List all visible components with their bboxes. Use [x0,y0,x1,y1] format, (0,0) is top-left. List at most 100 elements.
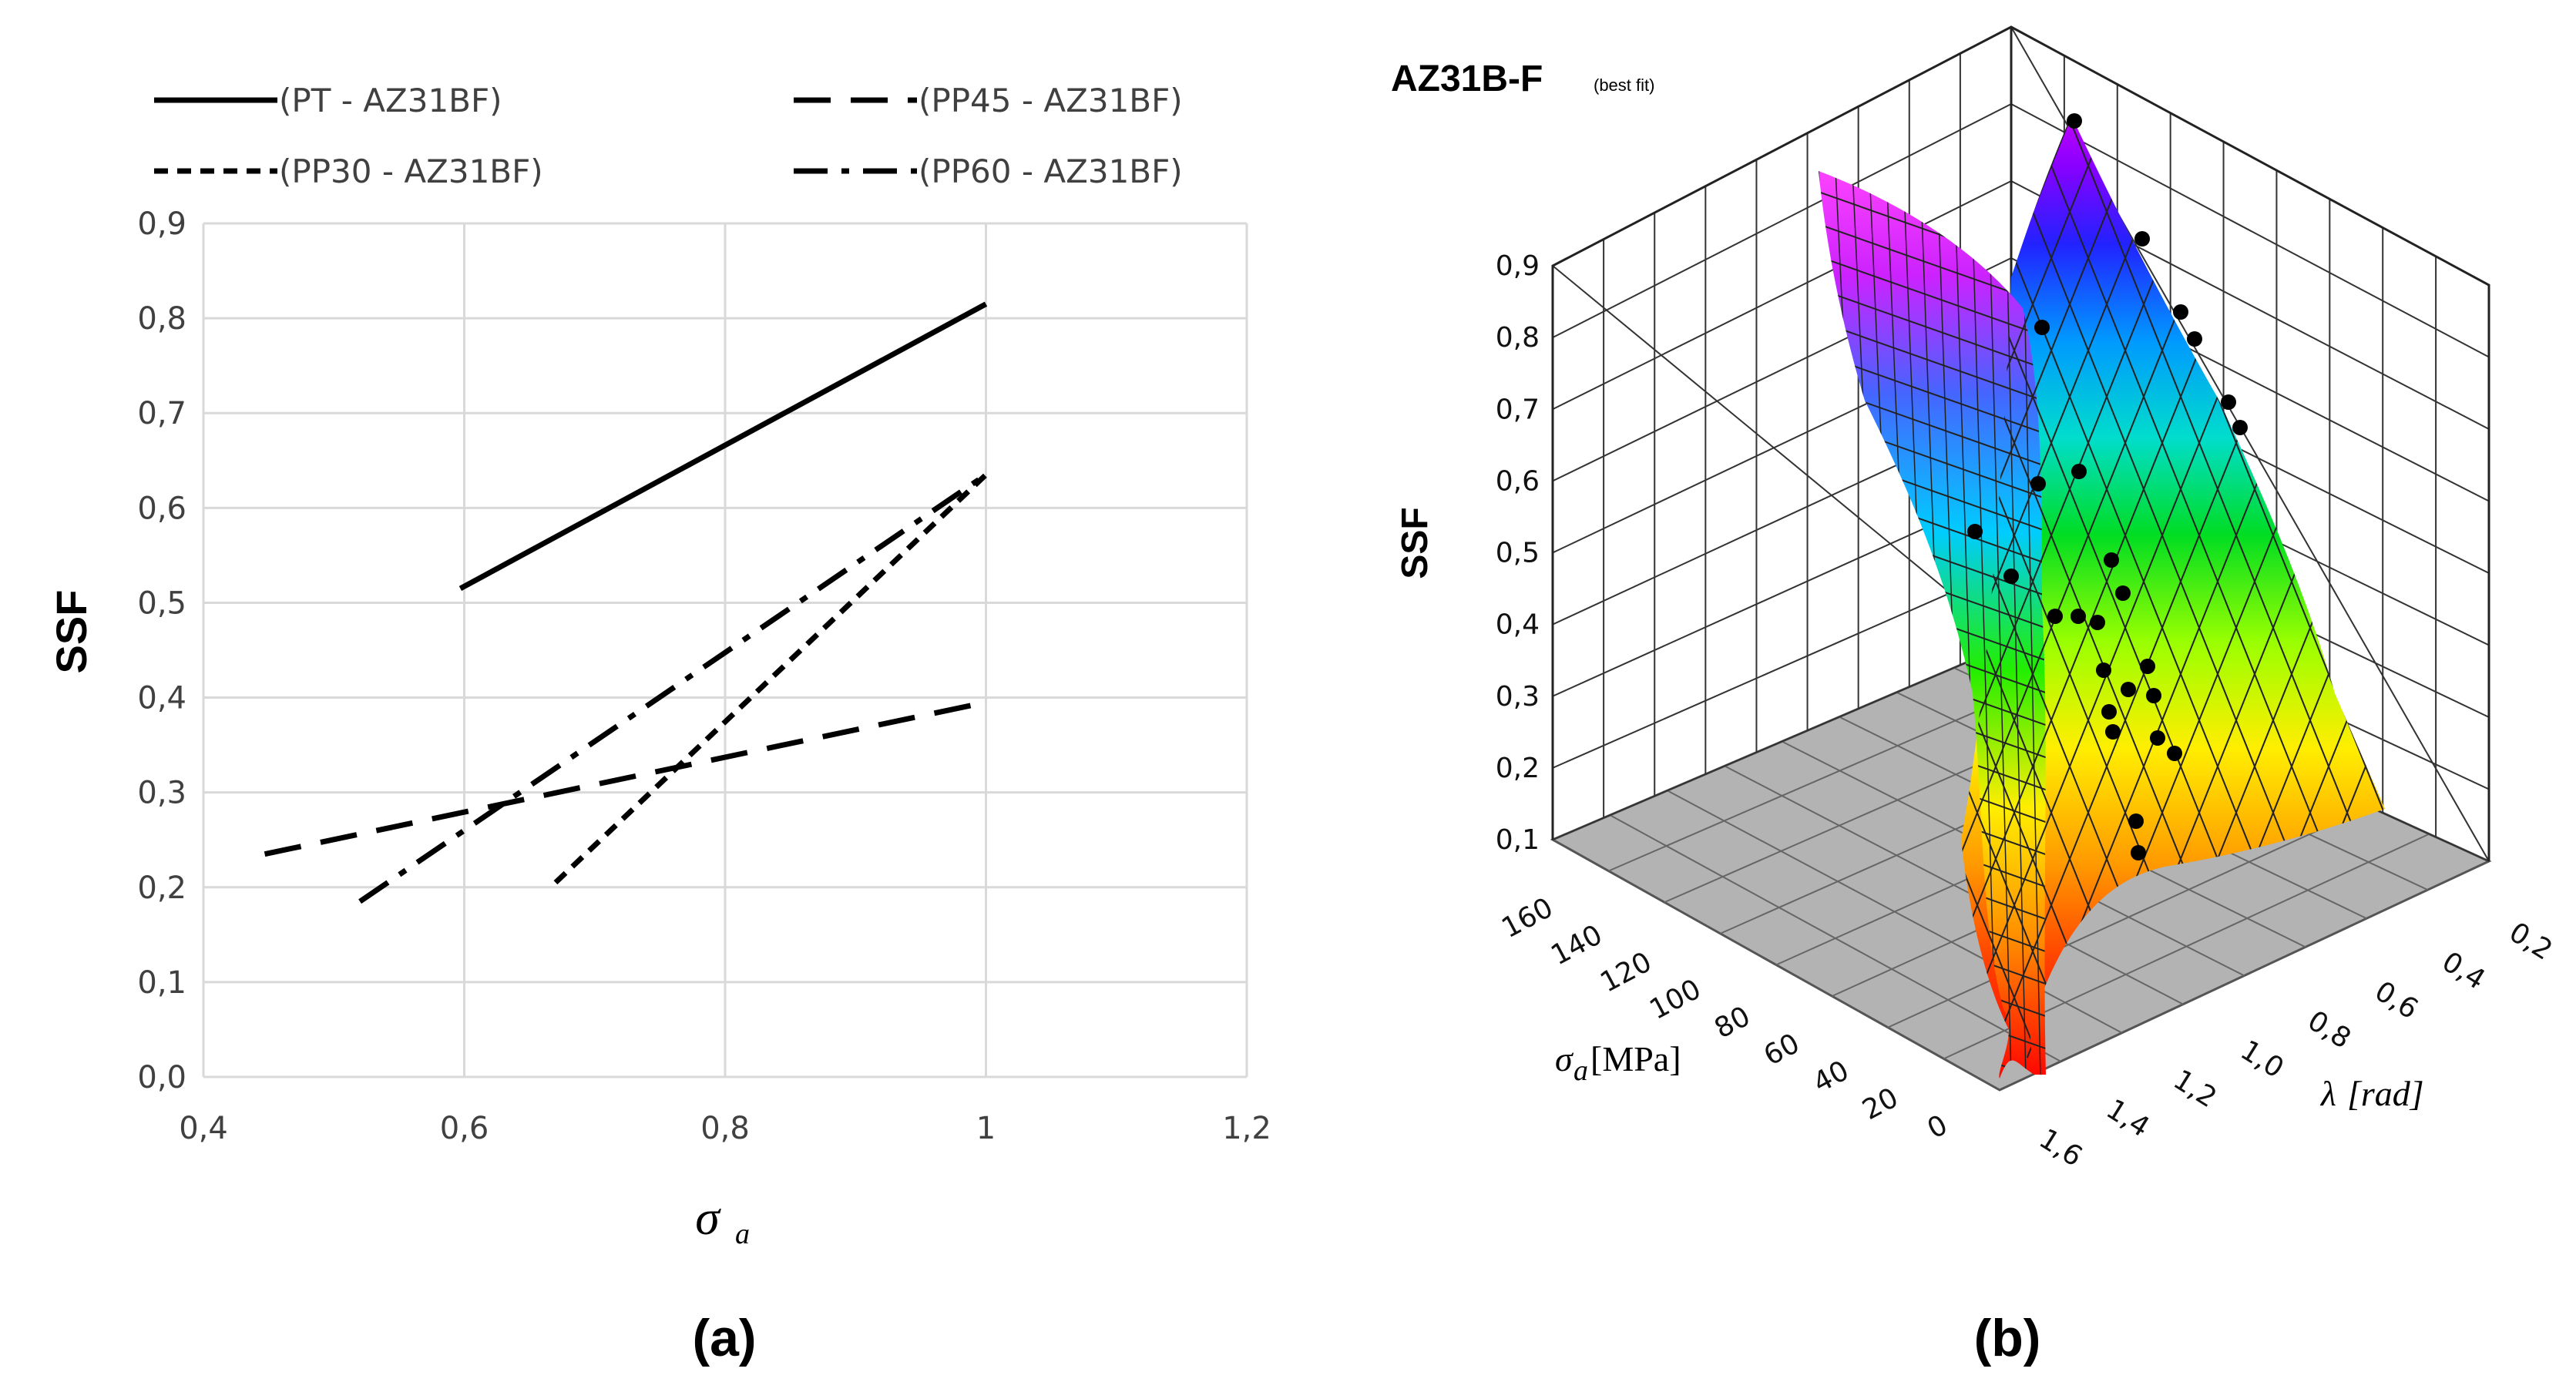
chart-b-z-tick-label: 0,3 [1496,681,1540,713]
chart-a-y-tick-label: 0,4 [137,681,186,716]
chart-b-mesh-line [1819,171,2046,183]
chart-a-x-ticks: 0,4 0,6 0,8 1 1,2 [179,1111,1271,1146]
chart-b-mesh-line [1819,250,2046,344]
chart-b-data-point [2187,331,2202,347]
chart-b-lambda-tick-label: 0,2 [2504,917,2558,967]
chart-b-lambda-tick-label: 1,0 [2235,1035,2289,1085]
chart-b-sigma-tick-label: 160 [1496,892,1558,944]
chart-b-mesh-line [1961,116,2091,1071]
chart-b-z-tick-label: 0,2 [1496,753,1540,784]
chart-a-y-tick-label: 0,2 [137,870,186,906]
chart-b-mesh-line [1803,0,2065,20]
chart-b-data-point [2071,609,2086,624]
chart-b-data-points [1967,113,2248,860]
chart-b-data-point [2067,113,2082,129]
chart-a-y-tick-label: 0,1 [137,965,186,1001]
chart-b-wall-gridline [1552,180,2012,411]
chart-b-mesh-line [1803,25,2065,117]
chart-a-legend: (PT - AZ31BF) (PP45 - AZ31BF) (PP30 - AZ31… [154,82,1183,190]
chart-a-legend-label: (PP60 - AZ31BF) [919,153,1183,190]
chart-a-y-tick-label: 0,5 [137,585,186,621]
chart-a-legend-label: (PT - AZ31BF) [279,82,502,119]
chart-a-series-line [264,699,987,857]
chart-a-legend-label: (PP45 - AZ31BF) [919,82,1183,119]
chart-a-legend-label: (PP30 - AZ31BF) [279,153,543,190]
chart-b-panel-label: (b) [1974,1309,2041,1367]
chart-b-data-point [2232,420,2248,435]
chart-a-x-label-subscript: a [735,1218,750,1250]
chart-b-z-tick-label: 0,4 [1496,609,1540,641]
chart-b-data-point [2221,394,2236,410]
chart-b-sigma-tick-label: 20 [1858,1082,1904,1126]
chart-a-x-tick-label: 0,6 [440,1111,489,1146]
chart-a-series-line [358,472,988,904]
chart-b-z-tick-label: 0,6 [1496,465,1540,497]
chart-b-mesh-line [1961,116,2054,1071]
chart-b-mesh-line [2004,171,2027,1078]
chart-b-title-note: (best fit) [1594,75,1654,95]
chart-b-sigma-tick-label: 0 [1923,1109,1953,1146]
chart-b-mesh-line [1803,0,2065,85]
chart-b-sigma-tick-label: 120 [1595,946,1657,998]
chart-b-mesh-line [1961,116,2128,1071]
chart-a-y-tick-label: 0,0 [137,1060,186,1095]
chart-b-data-point [2003,569,2019,584]
chart-a-panel-label: (a) [692,1309,756,1367]
chart-b-lambda-tick-label: 0,6 [2369,975,2423,1025]
chart-b-data-point [2121,682,2136,697]
chart-a-x-label: σ [695,1190,721,1245]
chart-b-data-point [2090,615,2105,630]
chart-b-data-point [2105,724,2121,740]
chart-b-mesh-line [1961,116,2155,1071]
chart-b-mesh-line [1819,315,2046,409]
chart-b-z-label: SSF [1395,507,1436,579]
chart-b-floor-gridline [1887,806,2370,1028]
chart-a: 0,0 0,1 0,2 0,3 0,4 0,5 0,6 0,7 0,8 0,9 0,4 0,6 0,8… [47,82,1271,1367]
chart-a-series [264,301,988,904]
chart-b-sigma-label: σ [1555,1039,1574,1078]
chart-b-lambda-label-unit: [rad] [2347,1074,2424,1113]
chart-b-wall-gridline [1552,642,2012,840]
chart-b-data-point [2146,688,2161,703]
chart-b-wall-gridline [1552,103,2012,339]
chart-b-lambda-label: λ [2319,1074,2336,1113]
chart-b-data-point [2104,552,2119,568]
chart-b-mesh-line [2058,116,2385,1071]
chart-b-data-point [2173,304,2188,320]
chart-a-x-tick-label: 1,2 [1222,1111,1271,1146]
chart-b-title: AZ31B-F [1391,59,1543,99]
chart-b-wall-gridline [1552,565,2012,769]
chart-b-z-ticks: 0,9 0,8 0,7 0,6 0,5 0,4 0,3 0,2 0,1 [1496,250,1540,856]
chart-b-sigma-tick-label: 80 [1710,1001,1756,1045]
chart-b-z-tick-label: 0,5 [1496,538,1540,569]
chart-b-sigma-label-subscript: a [1573,1055,1588,1087]
chart-b-data-point [2101,704,2117,720]
chart-b-sigma-tick-label: 140 [1546,919,1607,971]
chart-a-y-tick-label: 0,8 [137,301,186,337]
chart-b-data-point [2034,320,2050,335]
chart-b-mesh-line [1803,0,2065,52]
chart-b-mesh-line [2568,92,2576,1094]
chart-b-data-point [2096,662,2111,678]
chart-b-mesh-line [1970,171,1997,1078]
chart-b-lambda-tick-label: 0,8 [2302,1005,2356,1055]
chart-b-mesh-line [1987,171,2012,1078]
chart-b-sigma-label-unit: [MPa] [1590,1039,1681,1078]
chart-a-y-tick-label: 0,3 [137,776,186,811]
chart-b-mesh-line [1803,57,2065,149]
chart-b-z-tick-label: 0,7 [1496,394,1540,425]
chart-b-z-tick-label: 0,9 [1496,250,1540,282]
chart-a-y-ticks: 0,0 0,1 0,2 0,3 0,4 0,5 0,6 0,7 0,8 0,9 [137,206,186,1095]
chart-b-lambda-tick-label: 1,4 [2101,1093,2155,1143]
chart-b-mesh-line [1961,116,2118,1071]
chart-b-data-point [2047,609,2063,624]
chart-b-data-point [2140,659,2155,674]
chart-b-data-point [2131,845,2146,860]
chart-b-mesh-line [1819,283,2046,377]
chart-b-data-point [1967,524,1983,539]
chart-b-data-point [2150,730,2165,746]
chart-b-sigma-tick-label: 60 [1759,1028,1805,1072]
chart-a-y-label: SSF [47,590,96,674]
chart-b-mesh-line [2021,171,2041,1078]
